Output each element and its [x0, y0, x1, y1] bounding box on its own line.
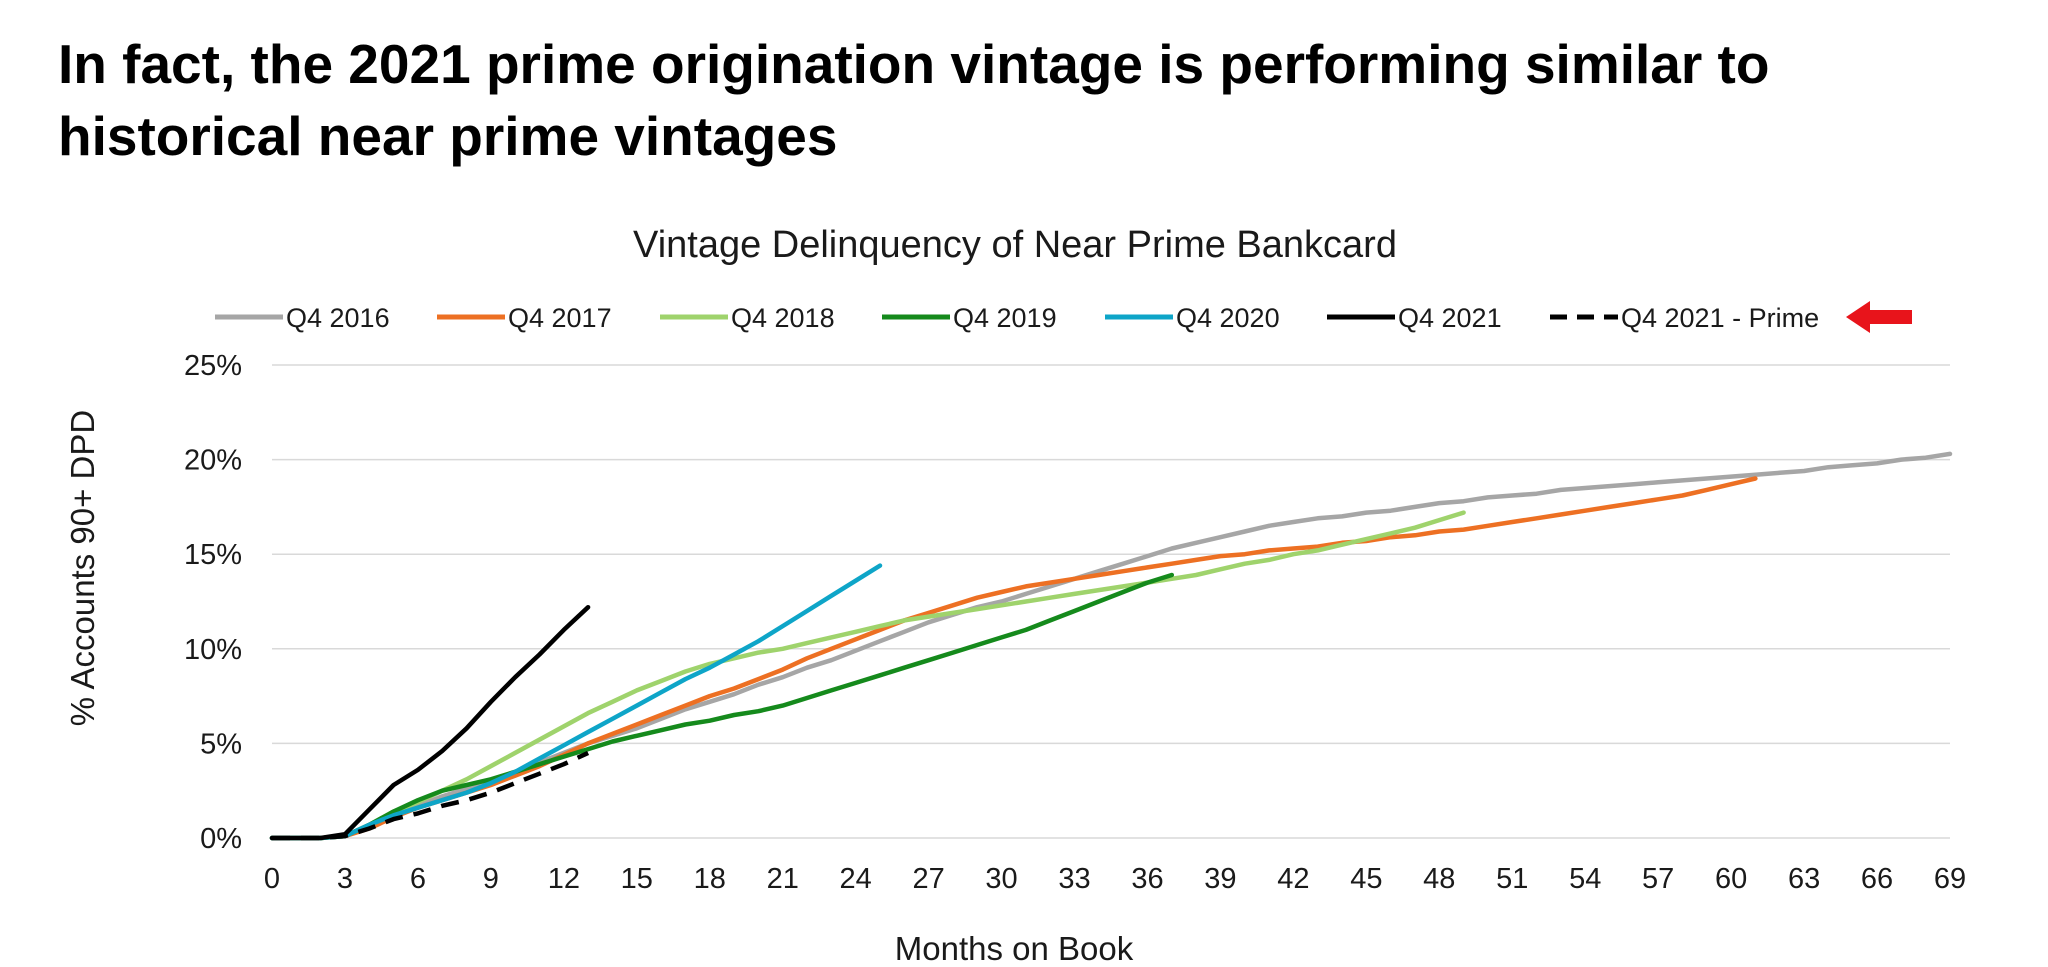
- chart-title: Vintage Delinquency of Near Prime Bankca…: [633, 224, 1397, 266]
- legend-label: Q4 2021 - Prime: [1621, 303, 1819, 333]
- y-axis-ticks: 0% 5% 10% 15% 20% 25%: [184, 350, 242, 855]
- x-tick-label: 42: [1277, 863, 1309, 895]
- x-tick-label: 9: [483, 863, 499, 895]
- y-tick-label: 0%: [200, 823, 242, 855]
- legend-label: Q4 2018: [731, 303, 835, 333]
- x-tick-label: 21: [767, 863, 799, 895]
- series-line-q4-2018: [269, 510, 1466, 841]
- x-tick-label: 60: [1715, 863, 1747, 895]
- x-tick-label: 30: [985, 863, 1017, 895]
- y-tick-label: 5%: [200, 728, 242, 760]
- series-line-q4-2016: [269, 451, 1953, 841]
- legend-label: Q4 2016: [286, 303, 390, 333]
- legend-label: Q4 2017: [508, 303, 612, 333]
- slide-headline: In fact, the 2021 prime origination vint…: [58, 33, 1770, 167]
- series-line-q4-2017: [269, 476, 1758, 841]
- x-tick-label: 24: [840, 863, 872, 895]
- x-tick-label: 48: [1423, 863, 1455, 895]
- x-tick-label: 27: [912, 863, 944, 895]
- legend-label: Q4 2020: [1176, 303, 1280, 333]
- x-tick-label: 66: [1861, 863, 1893, 895]
- y-tick-label: 25%: [184, 350, 242, 382]
- y-tick-label: 10%: [184, 634, 242, 666]
- x-axis-ticks: 0 3 6 9 12 15 18 21 24 27 30 33 36 39 42 45 48 51 54 57 60 63…: [264, 863, 1966, 895]
- series-line-q4-2019: [269, 572, 1175, 841]
- y-tick-label: 20%: [184, 445, 242, 477]
- x-tick-label: 15: [621, 863, 653, 895]
- y-tick-label: 15%: [184, 539, 242, 571]
- x-tick-label: 69: [1934, 863, 1966, 895]
- x-tick-label: 51: [1496, 863, 1528, 895]
- x-axis-title: Months on Book: [895, 930, 1134, 967]
- x-tick-label: 3: [337, 863, 353, 895]
- gridlines: [272, 364, 1950, 839]
- x-tick-label: 12: [548, 863, 580, 895]
- red-arrow-icon: [1846, 301, 1912, 333]
- x-tick-label: 63: [1788, 863, 1820, 895]
- plot-area: [269, 451, 1953, 841]
- x-tick-label: 57: [1642, 863, 1674, 895]
- x-tick-label: 39: [1204, 863, 1236, 895]
- x-tick-label: 0: [264, 863, 280, 895]
- x-tick-label: 6: [410, 863, 426, 895]
- x-tick-label: 36: [1131, 863, 1163, 895]
- y-axis-title: % Accounts 90+ DPD: [64, 410, 101, 726]
- series-line-q4-2021: [269, 604, 591, 841]
- series-line-q4-2020: [269, 563, 883, 841]
- series-line-q4-2021-prime: [272, 750, 590, 841]
- x-tick-label: 18: [694, 863, 726, 895]
- x-tick-label: 45: [1350, 863, 1382, 895]
- legend-label: Q4 2021: [1398, 303, 1502, 333]
- legend-label: Q4 2019: [953, 303, 1057, 333]
- legend: Q4 2016 Q4 2017 Q4 2018 Q4 2019 Q4 2020 Q4 20…: [215, 301, 1912, 333]
- x-tick-label: 54: [1569, 863, 1601, 895]
- x-tick-label: 33: [1058, 863, 1090, 895]
